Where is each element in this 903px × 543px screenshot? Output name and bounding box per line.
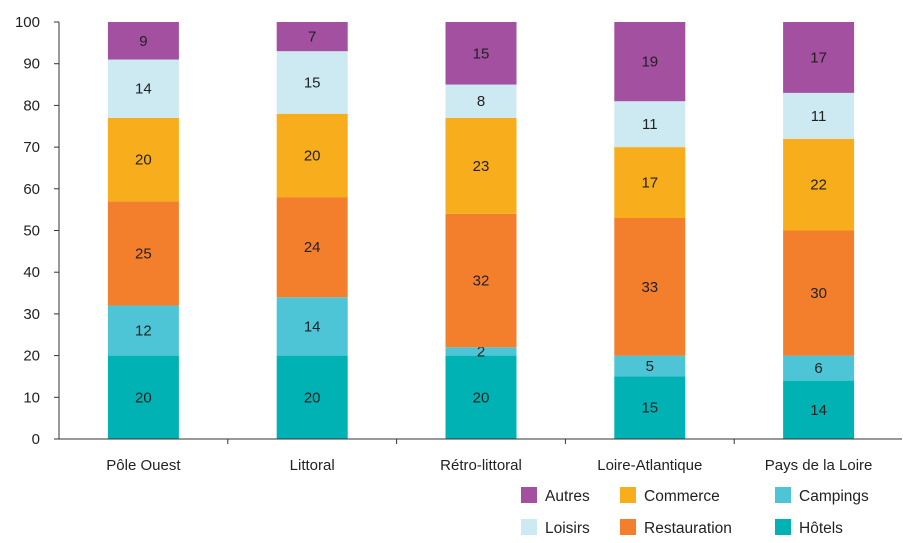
x-category-label: Pôle Ouest bbox=[106, 457, 181, 474]
data-label: 24 bbox=[304, 239, 321, 256]
x-category-label: Rétro-littoral bbox=[440, 457, 522, 474]
data-label: 5 bbox=[646, 358, 654, 375]
legend-label: Autres bbox=[545, 488, 590, 505]
bar-segment bbox=[445, 84, 517, 118]
legend-swatch bbox=[775, 487, 791, 503]
bar-segment bbox=[276, 297, 348, 356]
bar-segment bbox=[107, 22, 179, 60]
bar-segment bbox=[107, 201, 179, 306]
y-axis: 0 10 20 30 40 50 60 70 80 90 100 bbox=[15, 14, 60, 448]
data-label: 19 bbox=[641, 54, 658, 71]
data-label: 20 bbox=[304, 147, 321, 164]
x-category-label: Pays de la Loire bbox=[765, 457, 873, 474]
legend-label: Campings bbox=[799, 488, 869, 505]
data-label: 17 bbox=[810, 49, 827, 66]
data-label: 20 bbox=[304, 389, 321, 406]
y-tick-label: 20 bbox=[23, 348, 40, 365]
data-label: 2 bbox=[477, 343, 485, 360]
y-tick-label: 30 bbox=[23, 306, 40, 323]
data-label: 32 bbox=[473, 273, 490, 290]
bar-segment bbox=[783, 355, 855, 381]
data-label: 20 bbox=[473, 389, 490, 406]
legend-label: Hôtels bbox=[799, 520, 843, 537]
bar-segment bbox=[107, 305, 179, 356]
data-label: 11 bbox=[642, 116, 658, 133]
bar-segment bbox=[445, 355, 517, 439]
bar-segment bbox=[783, 138, 855, 231]
legend-swatch bbox=[521, 487, 537, 503]
data-label: 17 bbox=[641, 175, 658, 192]
bar-segment bbox=[614, 147, 686, 218]
data-label: 14 bbox=[135, 81, 152, 98]
data-label: 14 bbox=[304, 318, 321, 335]
data-label: 15 bbox=[304, 74, 321, 91]
legend-label: Loisirs bbox=[545, 520, 590, 537]
legend-swatch bbox=[620, 519, 636, 535]
bar-segment bbox=[107, 355, 179, 439]
bar-segment bbox=[276, 22, 348, 52]
data-label: 9 bbox=[139, 33, 147, 50]
bar-segment bbox=[445, 22, 517, 85]
bar-segment bbox=[445, 347, 517, 356]
data-label: 23 bbox=[473, 158, 490, 175]
bar-segment bbox=[614, 101, 686, 148]
legend-swatch bbox=[775, 519, 791, 535]
y-tick-label: 70 bbox=[23, 139, 40, 156]
bar-segment bbox=[783, 380, 855, 439]
bar-segment bbox=[614, 355, 686, 377]
legend-swatch bbox=[620, 487, 636, 503]
y-tick-label: 50 bbox=[23, 223, 40, 240]
bar-segment bbox=[783, 92, 855, 139]
bar-segment bbox=[276, 51, 348, 114]
bar-segment bbox=[276, 113, 348, 198]
bar-segment bbox=[783, 22, 855, 93]
bar-segment bbox=[614, 217, 686, 356]
legend-swatch bbox=[521, 519, 537, 535]
data-label: 6 bbox=[814, 360, 822, 377]
data-label: 15 bbox=[473, 45, 490, 62]
y-tick-label: 40 bbox=[23, 264, 40, 281]
data-label: 11 bbox=[811, 108, 827, 125]
data-label: 15 bbox=[641, 400, 658, 417]
y-tick-label: 10 bbox=[23, 389, 40, 406]
data-label: 30 bbox=[810, 285, 827, 302]
bars-group: 20 12 25 20 14 9 20 14 24 20 15 7 20 2 32 23 8 15 15 5 33 17 1… bbox=[107, 22, 855, 439]
bar-segment bbox=[276, 197, 348, 298]
data-label: 7 bbox=[308, 29, 316, 46]
data-label: 22 bbox=[810, 177, 827, 194]
bar-segment bbox=[445, 213, 517, 348]
x-category-label: Loire-Atlantique bbox=[597, 457, 702, 474]
x-axis: Pôle Ouest Littoral Rétro-littoral Loire-At… bbox=[59, 438, 902, 474]
bar-segment bbox=[783, 230, 855, 356]
bar-segment bbox=[107, 117, 179, 202]
bar-segment bbox=[614, 376, 686, 439]
legend: Autres Commerce Campings Loisirs Restauratio… bbox=[521, 487, 869, 537]
bar-segment bbox=[614, 22, 686, 102]
legend-label: Commerce bbox=[644, 488, 720, 505]
y-tick-label: 0 bbox=[32, 431, 40, 448]
y-tick-label: 100 bbox=[15, 14, 40, 31]
legend-label: Restauration bbox=[644, 520, 732, 537]
data-label: 14 bbox=[810, 402, 827, 419]
data-label: 20 bbox=[135, 152, 152, 169]
bar-segment bbox=[445, 117, 517, 214]
data-label: 20 bbox=[135, 389, 152, 406]
bar-segment bbox=[276, 355, 348, 439]
data-label: 25 bbox=[135, 245, 152, 262]
y-tick-label: 60 bbox=[23, 181, 40, 198]
data-label: 33 bbox=[641, 279, 658, 296]
x-category-label: Littoral bbox=[290, 457, 335, 474]
bar-segment bbox=[107, 59, 179, 118]
data-label: 12 bbox=[135, 323, 152, 340]
data-label: 8 bbox=[477, 93, 485, 110]
y-tick-label: 90 bbox=[23, 56, 40, 73]
y-tick-label: 80 bbox=[23, 97, 40, 114]
